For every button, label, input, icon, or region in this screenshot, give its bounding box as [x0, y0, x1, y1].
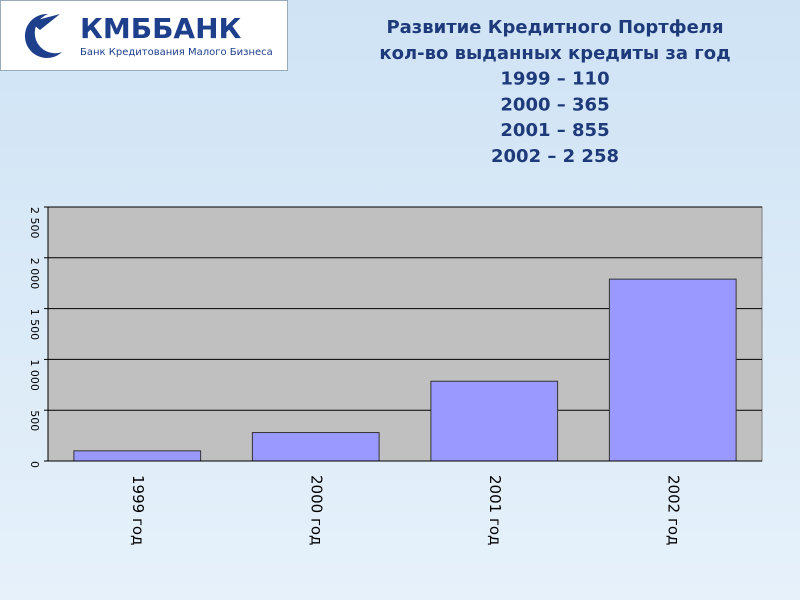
x-tick-label: 2002 год — [664, 475, 682, 545]
x-tick-label: 2001 год — [486, 475, 504, 545]
title: Развитие Кредитного Портфеля кол-во выдан… — [379, 17, 730, 167]
logo-box — [0, 0, 288, 71]
y-tick-label: 2 500 — [28, 207, 41, 239]
title-line: 1999 – 110 — [500, 69, 609, 90]
logo-name: КМББАНК — [80, 12, 242, 45]
chart: 0 500 1 000 1 500 2 000 2 500 1999 год 2000 год… — [28, 206, 763, 545]
x-tick-label: 1999 год — [129, 475, 147, 545]
bar — [73, 450, 202, 462]
title-line: кол-во выданных кредиты за год — [379, 43, 730, 64]
bar — [430, 380, 559, 462]
title-line: 2001 – 855 — [500, 120, 609, 141]
y-tick-label: 500 — [28, 410, 41, 431]
bar — [608, 278, 737, 462]
x-tick-label: 2000 год — [307, 475, 325, 545]
logo-tagline: Банк Кредитования Малого Бизнеса — [80, 47, 273, 58]
y-tick-label: 0 — [28, 461, 41, 468]
y-tick-label: 1 500 — [28, 309, 41, 341]
title-line: 2000 – 365 — [500, 94, 609, 115]
y-tick-label: 2 000 — [28, 258, 41, 290]
y-tick-label: 1 000 — [28, 359, 41, 391]
title-line: 2002 – 2 258 — [491, 146, 619, 167]
bar — [251, 432, 380, 462]
title-line: Развитие Кредитного Портфеля — [386, 17, 723, 38]
logo-icon-wing — [30, 14, 60, 30]
